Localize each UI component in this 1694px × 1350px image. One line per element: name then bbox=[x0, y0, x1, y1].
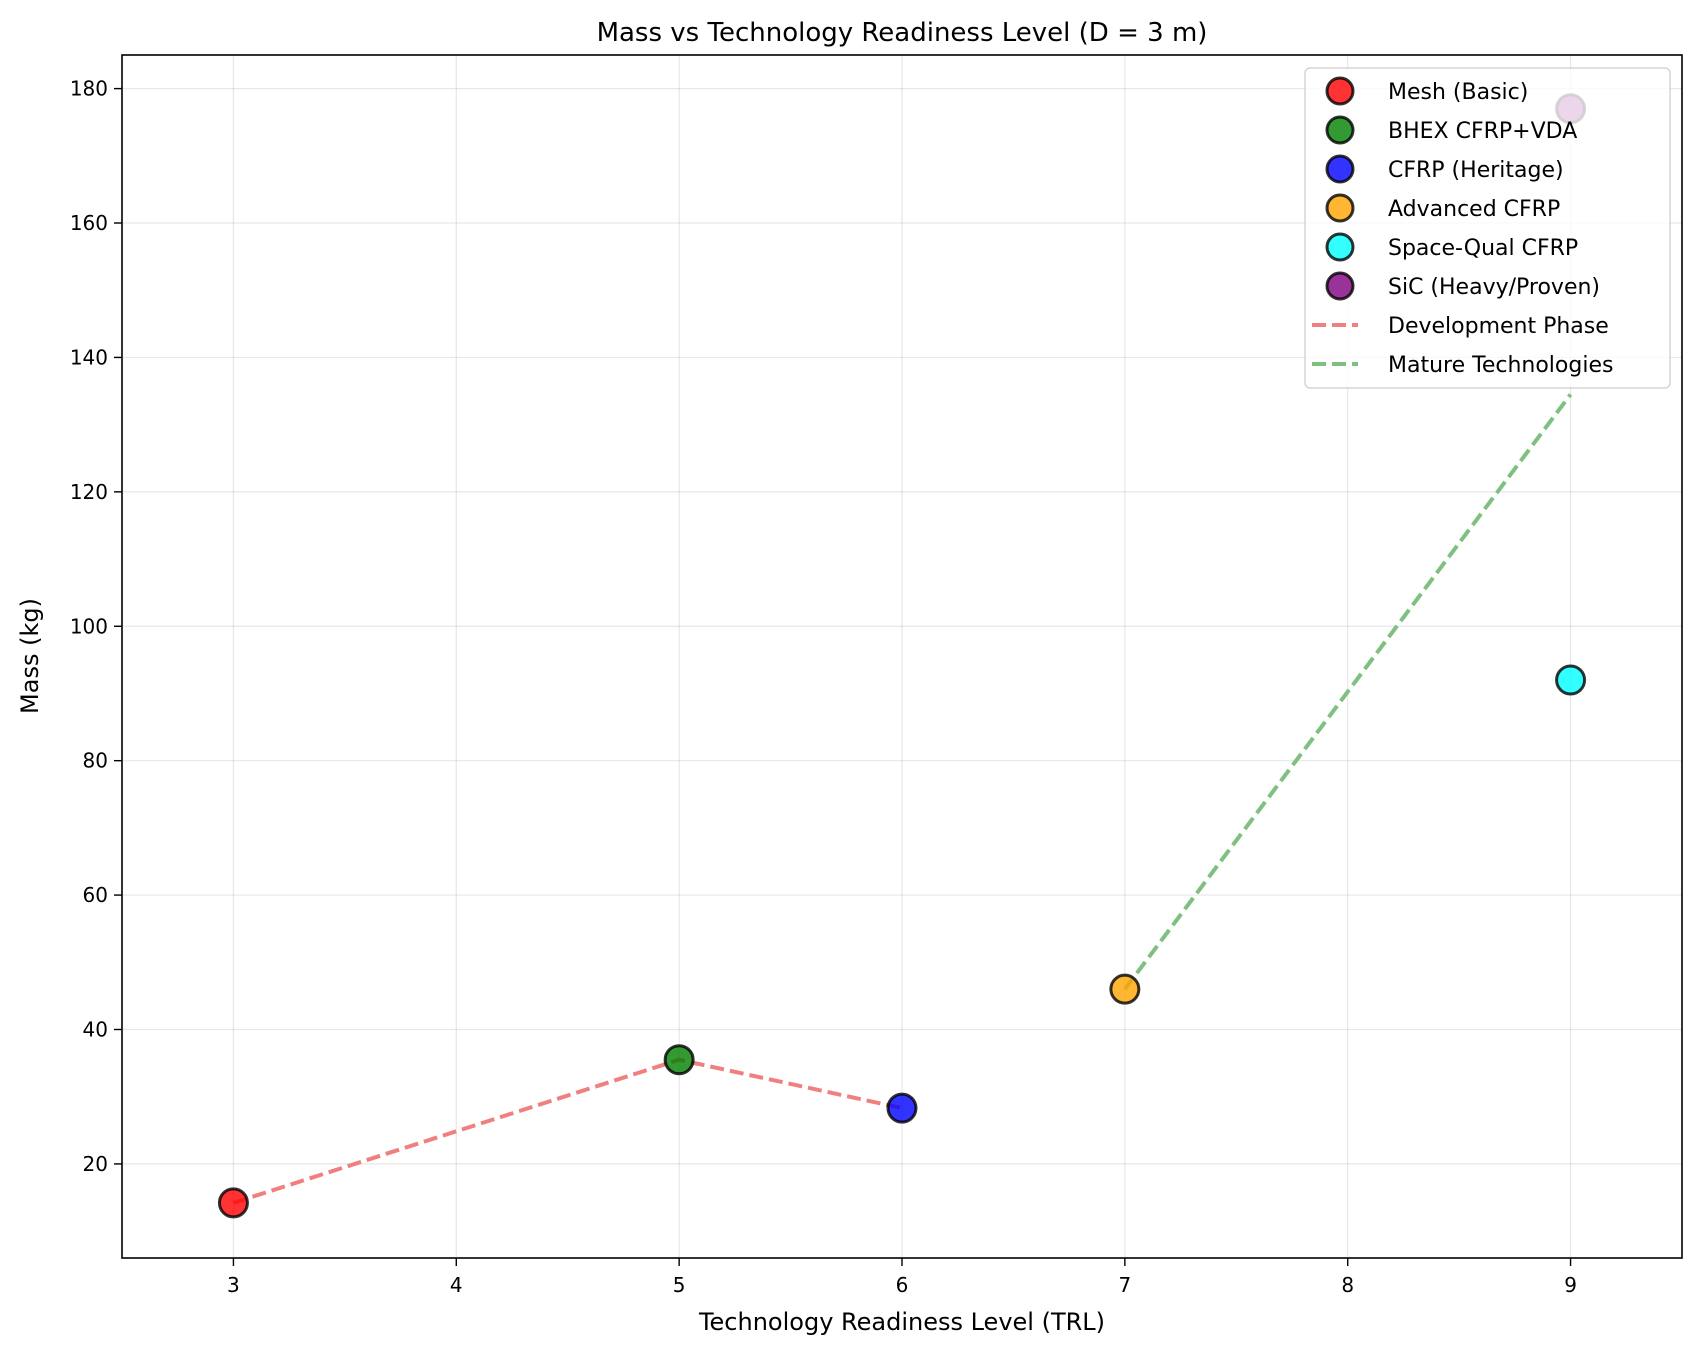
chart-title: Mass vs Technology Readiness Level (D = … bbox=[597, 18, 1208, 48]
legend-label: Space-Qual CFRP bbox=[1388, 236, 1578, 261]
legend-label: Mesh (Basic) bbox=[1388, 80, 1528, 105]
x-tick-label: 9 bbox=[1564, 1273, 1577, 1297]
series-line bbox=[1123, 393, 1573, 991]
legend-label: CFRP (Heritage) bbox=[1388, 158, 1564, 183]
x-tick-label: 8 bbox=[1341, 1273, 1354, 1297]
legend: Mesh (Basic) BHEX CFRP+VDA CFRP (Heritage)… bbox=[1304, 67, 1671, 389]
data-point bbox=[663, 1044, 695, 1076]
x-tick-label: 6 bbox=[896, 1273, 909, 1297]
y-tick-label: 160 bbox=[70, 211, 108, 235]
legend-marker bbox=[1325, 232, 1355, 262]
legend-label: SiC (Heavy/Proven) bbox=[1388, 275, 1600, 300]
y-tick-label: 40 bbox=[83, 1017, 108, 1041]
x-tick-label: 3 bbox=[227, 1273, 240, 1297]
y-tick-label: 60 bbox=[83, 883, 108, 907]
x-axis-ticks: 3 4 5 6 7 8 9 bbox=[227, 1258, 1577, 1297]
y-tick-label: 180 bbox=[70, 77, 108, 101]
legend-label: Advanced CFRP bbox=[1388, 197, 1560, 222]
legend-marker bbox=[1325, 271, 1355, 301]
legend-box bbox=[1304, 67, 1671, 389]
y-tick-label: 20 bbox=[83, 1152, 108, 1176]
legend-marker bbox=[1325, 154, 1355, 184]
x-tick-label: 5 bbox=[673, 1273, 686, 1297]
y-axis-ticks: 20 40 60 80 100 120 140 160 180 bbox=[70, 77, 122, 1176]
data-point bbox=[217, 1187, 249, 1219]
legend-marker bbox=[1325, 193, 1355, 223]
y-axis-label: Mass (kg) bbox=[16, 598, 44, 714]
y-tick-label: 80 bbox=[83, 749, 108, 773]
data-point bbox=[1109, 973, 1141, 1005]
legend-label: Development Phase bbox=[1388, 314, 1609, 339]
x-axis-label: Technology Readiness Level (TRL) bbox=[698, 1308, 1105, 1336]
legend-marker bbox=[1325, 76, 1355, 106]
data-point bbox=[886, 1092, 918, 1124]
legend-label: BHEX CFRP+VDA bbox=[1388, 119, 1577, 144]
legend-marker bbox=[1325, 115, 1355, 145]
legend-label: Mature Technologies bbox=[1388, 353, 1613, 378]
data-point bbox=[1555, 664, 1587, 696]
x-tick-label: 4 bbox=[450, 1273, 463, 1297]
y-tick-label: 120 bbox=[70, 480, 108, 504]
x-tick-label: 7 bbox=[1118, 1273, 1131, 1297]
y-tick-label: 140 bbox=[70, 345, 108, 369]
series-line bbox=[232, 1057, 903, 1205]
y-tick-label: 100 bbox=[70, 614, 108, 638]
